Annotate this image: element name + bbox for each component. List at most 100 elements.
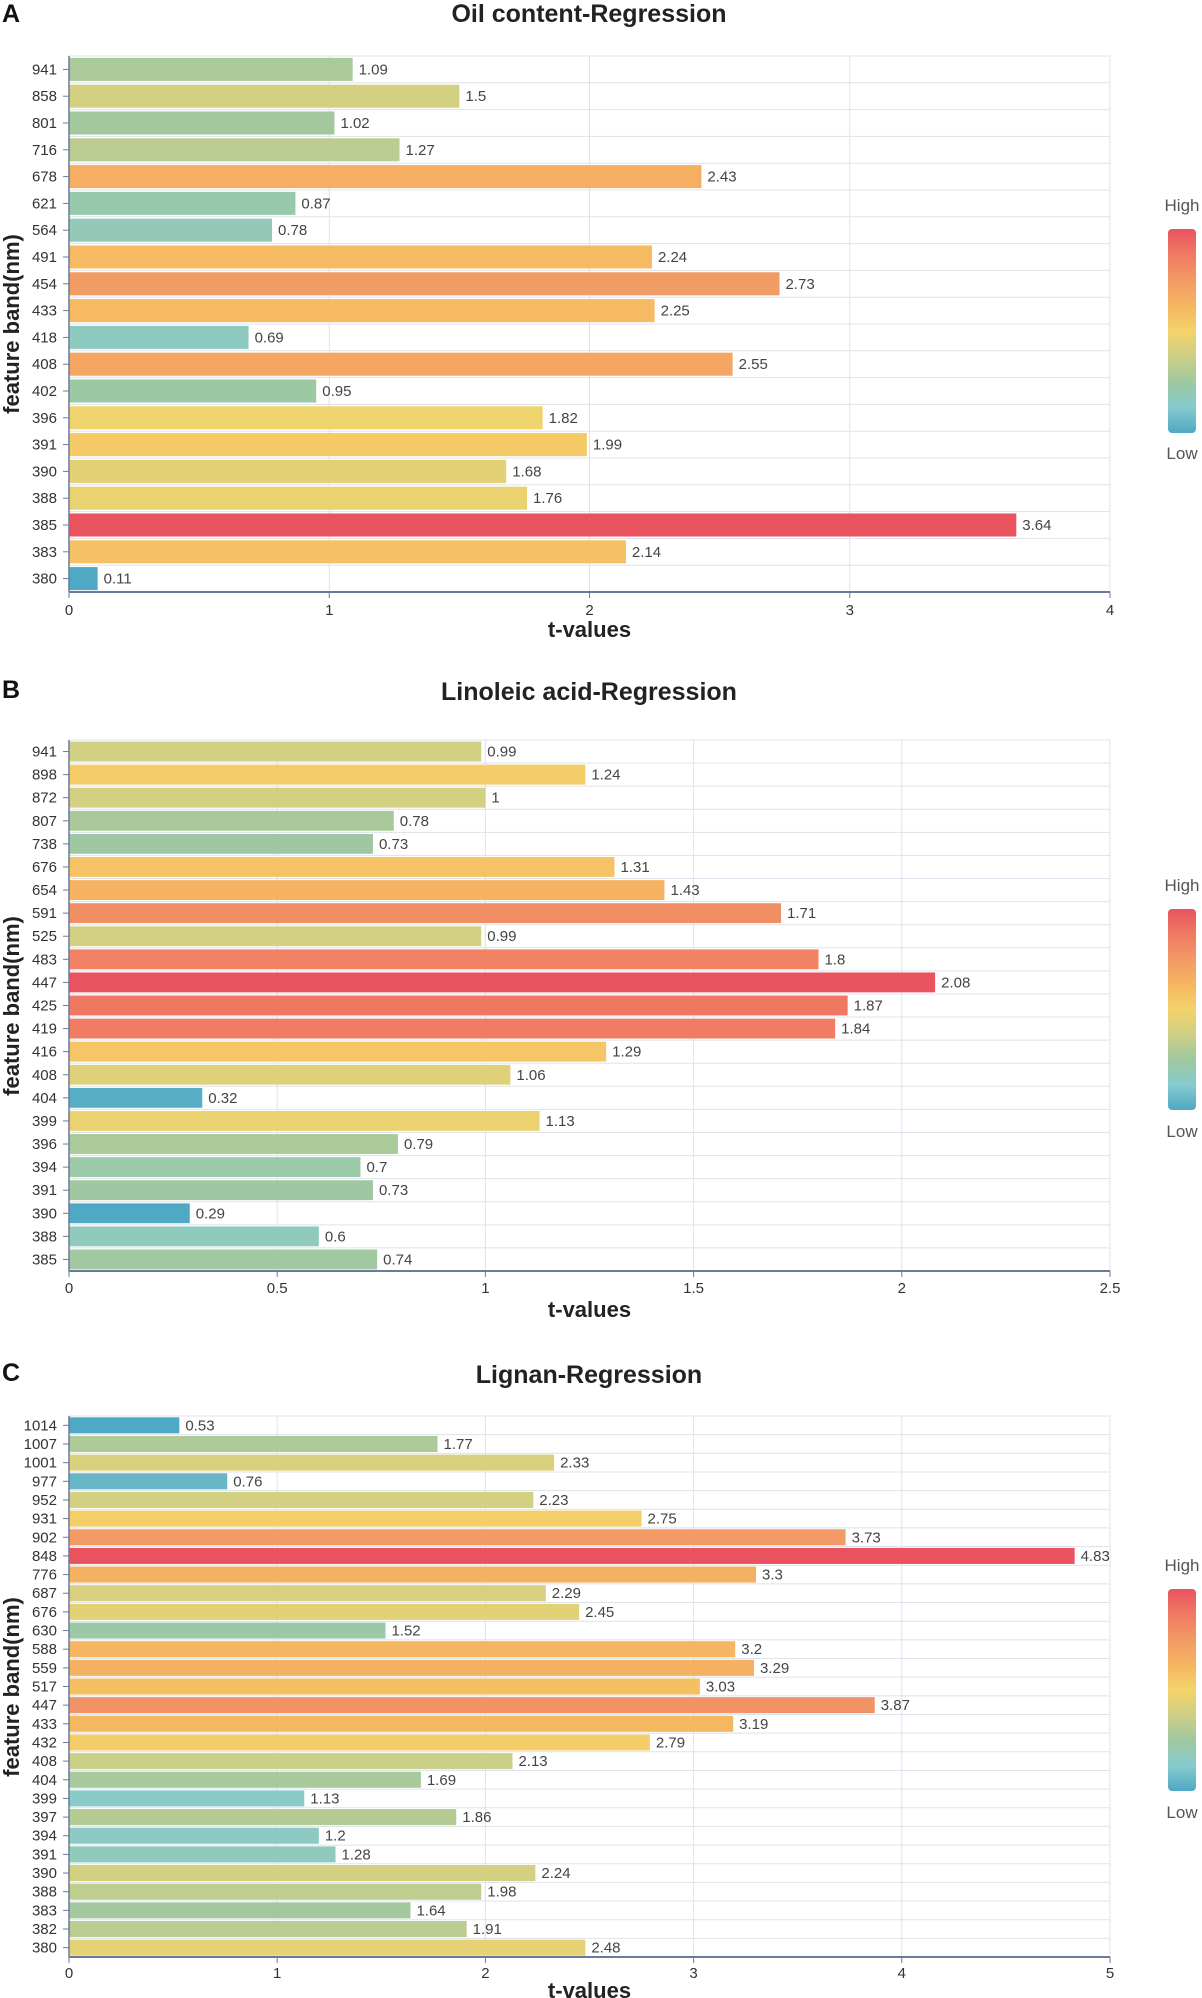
data-label: 2.48: [591, 1940, 620, 1957]
x-tick-label: 4: [898, 1965, 906, 1982]
category-label: 807: [32, 813, 57, 830]
bar: [69, 1827, 319, 1844]
category-label: 738: [32, 836, 57, 853]
category-label: 517: [32, 1679, 57, 1696]
category-label: 858: [32, 88, 57, 105]
x-tick-label: 2: [481, 1965, 489, 1982]
category-label: 390: [32, 1205, 57, 1222]
legend-low-label: Low: [1166, 1122, 1198, 1141]
bar: [69, 1111, 540, 1131]
chart-plot: 941 1.09 858 1.5 801 1.02 716 1.27 678 2.43 621 0.8…: [0, 55, 1199, 642]
data-label: 1.86: [462, 1809, 491, 1826]
category-label: 390: [32, 1865, 57, 1882]
category-label: 433: [32, 303, 57, 320]
x-tick-label: 0: [65, 602, 73, 619]
chart-title: Linoleic acid-Regression: [441, 678, 737, 706]
category-label: 630: [32, 1623, 57, 1640]
data-label: 2.24: [658, 249, 687, 266]
bar: [69, 406, 543, 430]
category-label: 716: [32, 142, 57, 159]
bar: [69, 1753, 513, 1770]
bar: [69, 1790, 305, 1807]
x-tick-label: 0: [65, 1280, 73, 1297]
category-label: 394: [32, 1159, 57, 1176]
data-label: 1.77: [444, 1436, 473, 1453]
bar: [69, 972, 936, 993]
data-label: 1.91: [473, 1921, 502, 1938]
color-legend-bar: [1168, 909, 1196, 1110]
legend-high-label: High: [1165, 1556, 1200, 1575]
category-label: 977: [32, 1473, 57, 1490]
bar: [69, 513, 1017, 537]
x-axis-title: t-values: [548, 617, 631, 642]
x-tick-label: 0.5: [267, 1280, 288, 1297]
category-label: 402: [32, 383, 57, 400]
category-label: 941: [32, 744, 57, 761]
category-label: 425: [32, 998, 57, 1015]
data-label: 1.69: [427, 1772, 456, 1789]
bar: [69, 57, 353, 81]
data-label: 2.79: [656, 1734, 685, 1751]
category-label: 399: [32, 1790, 57, 1807]
data-label: 2.29: [552, 1585, 581, 1602]
category-label: 433: [32, 1716, 57, 1733]
bar: [69, 1203, 190, 1224]
category-label: 383: [32, 544, 57, 561]
data-label: 1.82: [549, 410, 578, 427]
category-label: 388: [32, 1228, 57, 1245]
data-label: 2.24: [541, 1865, 570, 1882]
data-label: 2.14: [632, 544, 661, 561]
data-label: 1.13: [546, 1113, 575, 1130]
data-label: 0.53: [185, 1417, 214, 1434]
data-label: 2.55: [739, 356, 768, 373]
data-label: 0.6: [325, 1228, 346, 1245]
bar: [69, 1771, 421, 1788]
bar: [69, 1435, 438, 1453]
bar: [69, 1018, 836, 1039]
x-tick-label: 1: [273, 1965, 281, 1982]
data-label: 1.99: [593, 437, 622, 454]
legend-high-label: High: [1165, 876, 1200, 895]
category-label: 397: [32, 1809, 57, 1826]
data-label: 0.69: [255, 329, 284, 346]
x-tick-label: 5: [1106, 1965, 1114, 1982]
category-label: 419: [32, 1021, 57, 1038]
category-label: 801: [32, 115, 57, 132]
data-label: 2.75: [648, 1511, 677, 1528]
category-label: 396: [32, 1136, 57, 1153]
x-tick-label: 2: [585, 602, 593, 619]
bar: [69, 486, 528, 510]
data-label: 2.13: [518, 1753, 547, 1770]
data-label: 3.73: [852, 1529, 881, 1546]
category-label: 687: [32, 1585, 57, 1602]
bar: [69, 272, 780, 296]
bar: [69, 1547, 1075, 1564]
data-label: 1.06: [516, 1067, 545, 1084]
bar: [69, 1249, 378, 1270]
data-label: 3.3: [762, 1567, 783, 1584]
chart-plot: 1014 0.53 1007 1.77 1001 2.33 977 0.76 952 2.23 93…: [0, 1415, 1200, 1998]
bar: [69, 857, 615, 877]
category-label: 872: [32, 790, 57, 807]
chart-title: Lignan-Regression: [475, 1361, 703, 1389]
category-label: 390: [32, 463, 57, 480]
x-tick-label: 4: [1106, 602, 1114, 619]
bar: [69, 949, 819, 970]
data-label: 1.84: [841, 1021, 870, 1038]
y-axis-title: feature band(nm): [0, 234, 24, 414]
bar: [69, 787, 486, 808]
category-label: 1014: [24, 1417, 57, 1434]
category-label: 394: [32, 1828, 57, 1845]
chart-title: Oil content-Regression: [451, 0, 727, 28]
category-label: 621: [32, 195, 57, 212]
data-label: 3.64: [1022, 517, 1051, 534]
bar: [69, 1603, 580, 1620]
data-label: 0.29: [196, 1205, 225, 1222]
category-label: 776: [32, 1567, 57, 1584]
data-label: 1.52: [391, 1623, 420, 1640]
bar: [69, 1087, 203, 1108]
data-label: 1.24: [591, 767, 620, 784]
category-label: 952: [32, 1492, 57, 1509]
bar: [69, 1529, 846, 1546]
y-axis-title: feature band(nm): [0, 916, 24, 1096]
